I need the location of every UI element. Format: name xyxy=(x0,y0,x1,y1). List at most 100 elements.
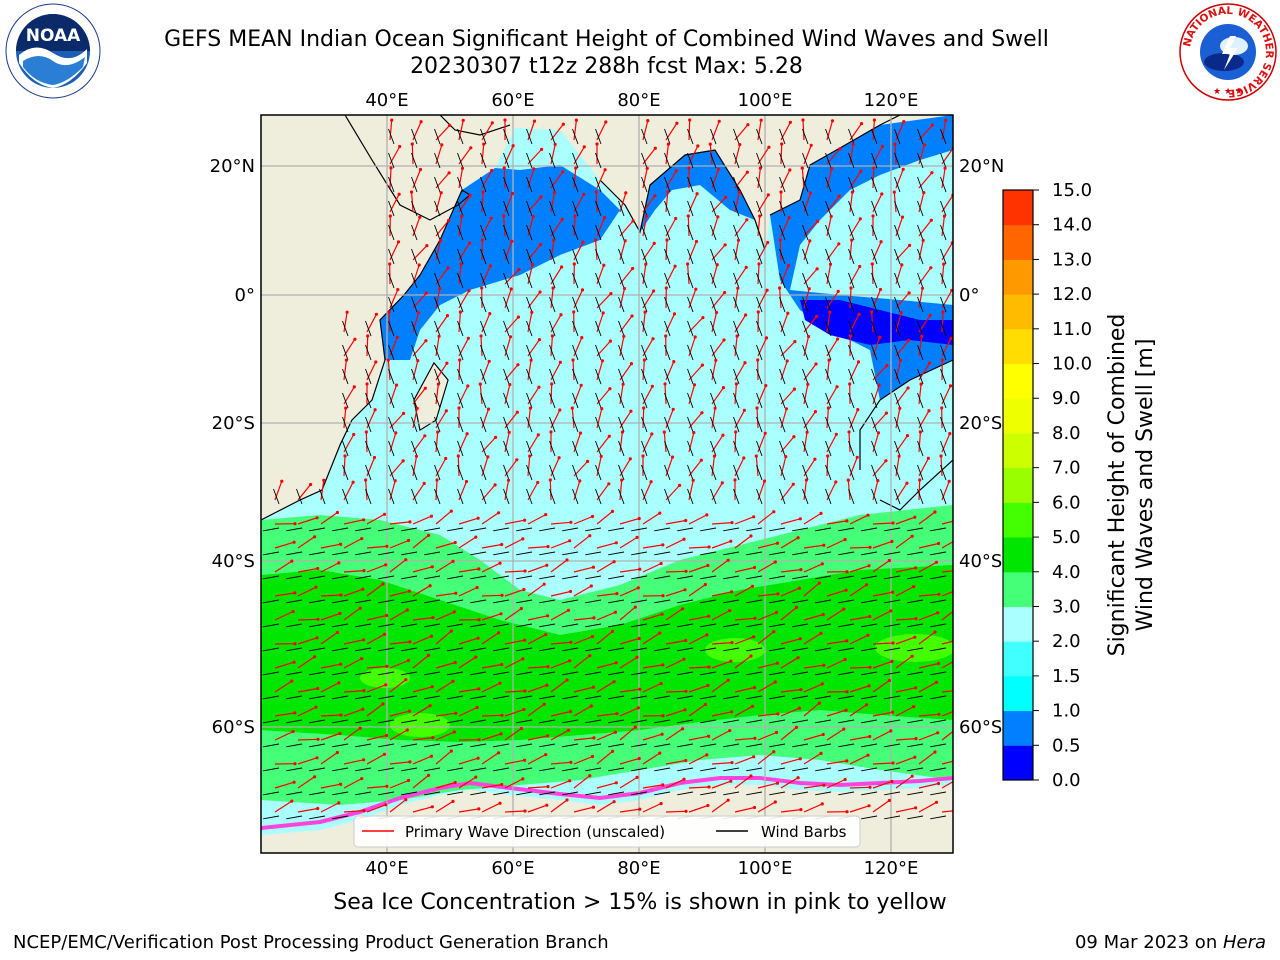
wind-barb xyxy=(526,200,533,217)
wind-barb xyxy=(549,224,556,241)
wind-barb xyxy=(940,440,947,457)
wind-barb xyxy=(940,416,947,433)
wave-direction-arrow xyxy=(803,563,823,573)
wave-direction-arrow xyxy=(826,312,831,333)
wind-barb xyxy=(572,296,579,313)
wave-direction-arrowhead xyxy=(830,119,835,123)
wave-direction-arrowhead xyxy=(631,219,635,223)
wave-direction-arrow xyxy=(619,688,640,693)
wave-direction-arrow xyxy=(297,757,318,765)
wind-barb xyxy=(516,599,533,604)
wind-barb xyxy=(562,623,579,628)
wave-direction-arrowhead xyxy=(430,565,434,569)
wave-direction-arrowhead xyxy=(856,360,861,364)
wave-direction-arrowhead xyxy=(940,358,944,362)
wave-direction-arrow xyxy=(550,609,569,621)
wind-barb xyxy=(365,344,372,361)
wave-direction-arrowhead xyxy=(464,479,469,484)
wind-barb xyxy=(641,416,648,433)
wave-direction-arrowhead xyxy=(474,775,478,779)
wind-barb xyxy=(503,272,510,289)
wave-direction-arrowhead xyxy=(801,118,805,122)
wave-direction-arrowhead xyxy=(566,728,571,732)
wind-barb xyxy=(917,416,924,433)
wave-direction-arrowhead xyxy=(889,609,893,613)
wave-direction-arrowhead xyxy=(837,242,841,246)
wave-direction-arrowhead xyxy=(338,731,342,736)
wave-direction-arrow xyxy=(688,584,706,597)
wave-direction-arrowhead xyxy=(730,761,734,765)
wind-barb xyxy=(792,671,809,676)
wave-direction-arrowhead xyxy=(574,166,578,170)
wave-direction-arrowhead xyxy=(314,585,318,589)
wind-barb xyxy=(263,719,280,724)
wind-barb xyxy=(723,551,740,556)
wave-direction-arrowhead xyxy=(756,310,760,314)
wave-direction-arrow xyxy=(734,737,755,741)
wave-direction-arrow xyxy=(734,431,737,453)
wave-direction-arrowhead xyxy=(335,510,339,515)
wave-direction-arrowhead xyxy=(834,432,839,436)
wave-direction-arrowhead xyxy=(842,607,846,611)
wind-barb xyxy=(572,152,579,169)
wind-barb xyxy=(884,695,901,700)
wave-direction-arrowhead xyxy=(382,512,387,516)
wind-barb xyxy=(539,575,556,580)
wind-barb xyxy=(595,392,602,409)
wind-barb xyxy=(342,344,349,361)
wave-direction-arrow xyxy=(435,592,456,597)
wind-barb xyxy=(434,176,441,193)
wave-direction-arrow xyxy=(757,561,776,573)
wind-barb xyxy=(585,551,602,556)
wind-barb xyxy=(572,440,579,457)
wave-direction-arrowhead xyxy=(613,730,618,734)
wind-barb xyxy=(493,767,510,772)
wave-direction-arrowhead xyxy=(723,243,727,247)
wave-direction-arrow xyxy=(366,633,385,645)
wave-direction-arrow xyxy=(619,384,624,405)
wave-direction-arrow xyxy=(366,734,387,741)
wave-direction-arrowhead xyxy=(602,215,607,220)
wind-barb xyxy=(388,464,395,481)
wave-direction-arrowhead xyxy=(738,143,742,147)
wave-direction-arrowhead xyxy=(906,386,910,390)
wave-direction-arrow xyxy=(596,630,613,645)
wave-direction-arrowhead xyxy=(291,609,295,614)
wind-barb xyxy=(424,791,441,796)
wave-direction-arrowhead xyxy=(565,798,569,802)
wave-direction-arrowhead xyxy=(536,480,540,485)
wind-barb xyxy=(618,440,625,457)
wave-direction-arrow xyxy=(412,635,432,645)
wave-direction-arrowhead xyxy=(857,312,861,316)
wind-barb xyxy=(309,623,326,628)
wave-direction-arrow xyxy=(642,359,645,381)
wave-direction-arrow xyxy=(779,239,782,261)
wave-direction-arrow xyxy=(297,807,318,813)
wave-direction-arrow xyxy=(665,192,669,213)
wave-direction-arrowhead xyxy=(448,123,452,127)
wind-barb xyxy=(332,815,349,820)
wave-direction-arrowhead xyxy=(522,587,526,592)
wind-barb xyxy=(286,695,303,700)
wave-direction-arrowhead xyxy=(659,681,663,686)
wave-direction-arrowhead xyxy=(847,430,851,434)
wave-direction-arrow xyxy=(803,316,818,333)
wave-direction-arrowhead xyxy=(693,335,697,339)
wind-barb xyxy=(434,344,441,361)
wave-direction-arrow xyxy=(918,172,933,189)
wind-barb xyxy=(769,575,786,580)
wind-barb xyxy=(447,695,464,700)
wind-barb xyxy=(273,488,280,505)
wave-direction-arrowhead xyxy=(291,729,295,734)
lat-tick-right: 60°S xyxy=(959,717,1002,738)
wind-barb xyxy=(388,320,395,337)
wave-direction-arrow xyxy=(550,679,568,693)
wind-barb xyxy=(861,767,878,772)
wave-direction-arrowhead xyxy=(871,214,875,218)
wind-barb xyxy=(710,200,717,217)
wind-barb xyxy=(434,368,441,385)
wind-barb xyxy=(434,152,441,169)
wave-direction-arrowhead xyxy=(828,262,833,266)
wind-barb xyxy=(756,224,763,241)
wind-barb xyxy=(871,368,878,385)
